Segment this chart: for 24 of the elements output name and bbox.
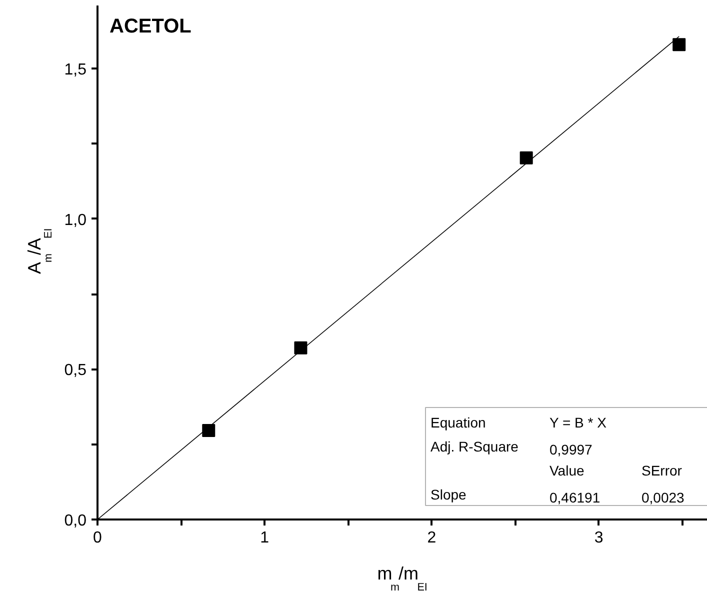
x-tick-label: 1 <box>260 530 270 546</box>
annotation: SError <box>642 462 682 478</box>
annotation: Adj. R-Square <box>430 438 519 454</box>
y-tick-label: 1,0 <box>64 212 87 229</box>
annotation: 0,0023 <box>642 490 685 506</box>
point <box>520 151 533 164</box>
point <box>672 38 686 52</box>
annotation: Slope <box>430 486 467 502</box>
x-tick-label: 0 <box>93 530 102 546</box>
annotation: Value <box>550 462 584 478</box>
x-axis-title: mm/mEI <box>377 564 428 594</box>
x-tick-label: 2 <box>427 530 436 546</box>
point <box>202 424 216 438</box>
point <box>294 341 308 354</box>
y-tick-label: 0,0 <box>64 512 87 530</box>
annotation: Equation <box>430 414 486 430</box>
y-tick-label: 0,5 <box>64 362 87 380</box>
annotation: 0,9997 <box>550 442 593 458</box>
annotation: 0,46191 <box>550 490 600 506</box>
x-tick-label: 3 <box>594 530 604 546</box>
annotation: Y = B * X <box>550 414 608 430</box>
y-tick-label: 1,5 <box>64 62 87 79</box>
y-axis-title: Am/AEI <box>24 228 54 274</box>
text: ACETOL <box>110 16 192 38</box>
